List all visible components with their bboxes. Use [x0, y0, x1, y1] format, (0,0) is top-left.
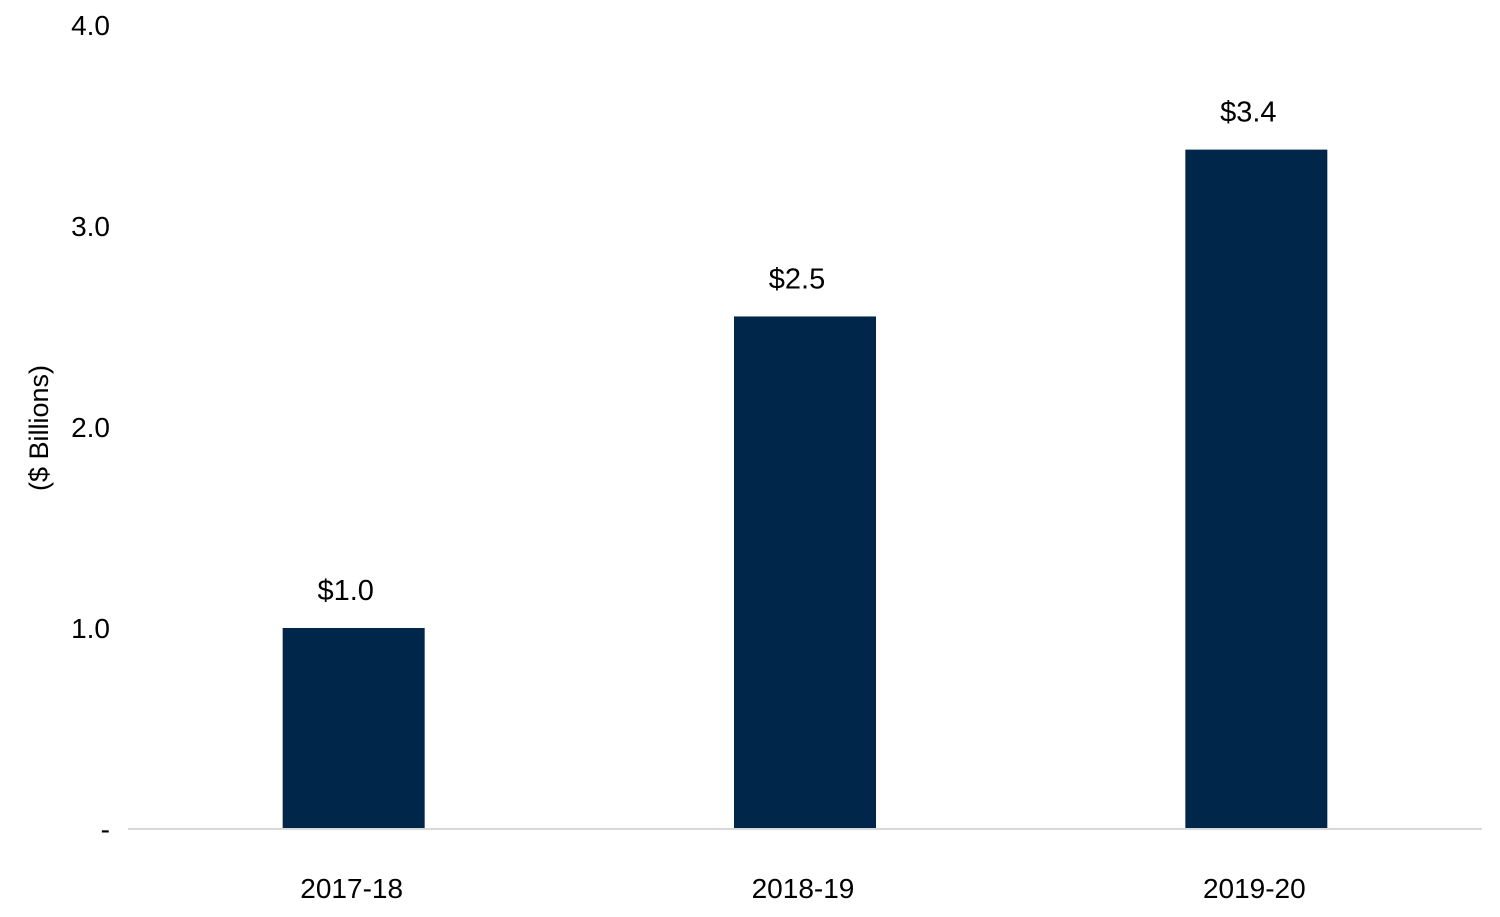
y-axis-label: ($ Billions) — [24, 365, 54, 491]
bar — [282, 628, 425, 829]
y-tick-label: 4.0 — [71, 10, 110, 41]
x-axis-ticks: 2017-18 2018-19 2019-20 — [300, 873, 1305, 904]
bar — [1185, 149, 1328, 829]
y-tick-label: 1.0 — [71, 613, 110, 644]
y-tick-label: 2.0 — [71, 412, 110, 443]
x-tick-label: 2019-20 — [1203, 873, 1306, 904]
x-tick-label: 2017-18 — [300, 873, 403, 904]
bar — [734, 316, 876, 829]
y-tick-label: - — [101, 814, 110, 845]
x-tick-label: 2018-19 — [752, 873, 855, 904]
data-label: $2.5 — [769, 263, 825, 295]
data-label: $3.4 — [1220, 97, 1276, 129]
y-tick-label: 3.0 — [71, 211, 110, 242]
bars — [282, 149, 1328, 829]
data-labels: $1.0 $2.5 $3.4 — [317, 97, 1276, 607]
y-axis-ticks: - 1.0 2.0 3.0 4.0 — [71, 10, 110, 845]
data-label: $1.0 — [317, 575, 373, 607]
